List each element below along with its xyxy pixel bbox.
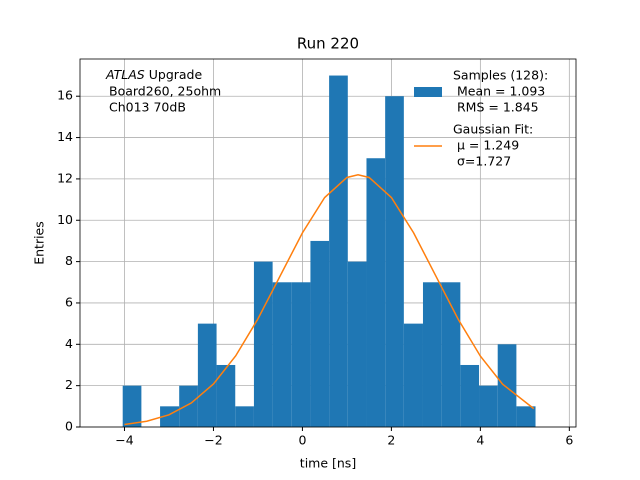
x-axis-label: time [ns] bbox=[300, 456, 356, 471]
histogram-bar bbox=[422, 282, 442, 427]
histogram-bar bbox=[366, 158, 386, 427]
legend-label: Samples (128): bbox=[453, 68, 548, 83]
histogram-bar bbox=[272, 282, 292, 427]
legend-stat: RMS = 1.845 bbox=[457, 100, 539, 115]
fit-line bbox=[124, 174, 535, 426]
histogram-bar bbox=[497, 344, 517, 427]
histogram-bar bbox=[197, 323, 217, 427]
legend-stat: σ=1.727 bbox=[457, 154, 511, 169]
y-axis-label: Entries bbox=[32, 221, 47, 265]
histogram-bar bbox=[310, 240, 330, 427]
chart-title: Run 220 bbox=[297, 35, 359, 53]
y-tick-label: 0 bbox=[65, 419, 73, 434]
y-tick-label: 14 bbox=[57, 129, 73, 144]
y-tick-label: 16 bbox=[57, 88, 73, 103]
histogram-bar bbox=[122, 385, 142, 427]
histogram-bar bbox=[291, 282, 311, 427]
histogram-bar bbox=[441, 282, 461, 427]
x-tick-label: −4 bbox=[115, 433, 133, 448]
y-tick-label: 8 bbox=[65, 253, 73, 268]
x-tick-label: 0 bbox=[298, 433, 306, 448]
histogram-bar bbox=[235, 406, 254, 427]
histogram-bar bbox=[347, 261, 367, 427]
histogram-bar bbox=[479, 385, 498, 427]
legend-swatch bbox=[414, 87, 442, 97]
x-tick-label: 6 bbox=[565, 433, 573, 448]
histogram-bar bbox=[179, 385, 198, 427]
x-tick-label: 4 bbox=[476, 433, 484, 448]
y-tick-label: 4 bbox=[65, 336, 73, 351]
annotation-line: Upgrade bbox=[149, 67, 203, 82]
histogram-bar bbox=[329, 75, 348, 427]
x-tick-label: 2 bbox=[387, 433, 395, 448]
annotation-line: Ch013 70dB bbox=[109, 100, 186, 115]
histogram-bar bbox=[516, 406, 536, 427]
legend-stat: μ = 1.249 bbox=[457, 138, 519, 153]
histogram-bar bbox=[460, 364, 480, 427]
y-tick-label: 2 bbox=[65, 377, 73, 392]
plot-frame bbox=[79, 58, 577, 428]
histogram-bar bbox=[253, 261, 273, 427]
legend-label: Gaussian Fit: bbox=[453, 122, 533, 137]
y-tick-label: 10 bbox=[57, 212, 73, 227]
x-tick-label: −2 bbox=[204, 433, 222, 448]
bars bbox=[122, 75, 536, 427]
y-tick-label: 12 bbox=[57, 170, 73, 185]
annotation-line: Board260, 25ohm bbox=[109, 84, 221, 99]
legend-stat: Mean = 1.093 bbox=[457, 84, 545, 99]
histogram-bar bbox=[403, 323, 423, 427]
foreground: −4 −2 0 2 4 6 0 2 4 6 8 10 12 14 16 ATLAS Upgrade Board26… bbox=[57, 58, 577, 448]
annotation: ATLAS Upgrade bbox=[105, 67, 202, 82]
annotation-emphasis: ATLAS bbox=[105, 67, 145, 82]
histogram-bar bbox=[216, 364, 236, 427]
y-tick-label: 6 bbox=[65, 294, 73, 309]
histogram-bar bbox=[385, 96, 404, 427]
